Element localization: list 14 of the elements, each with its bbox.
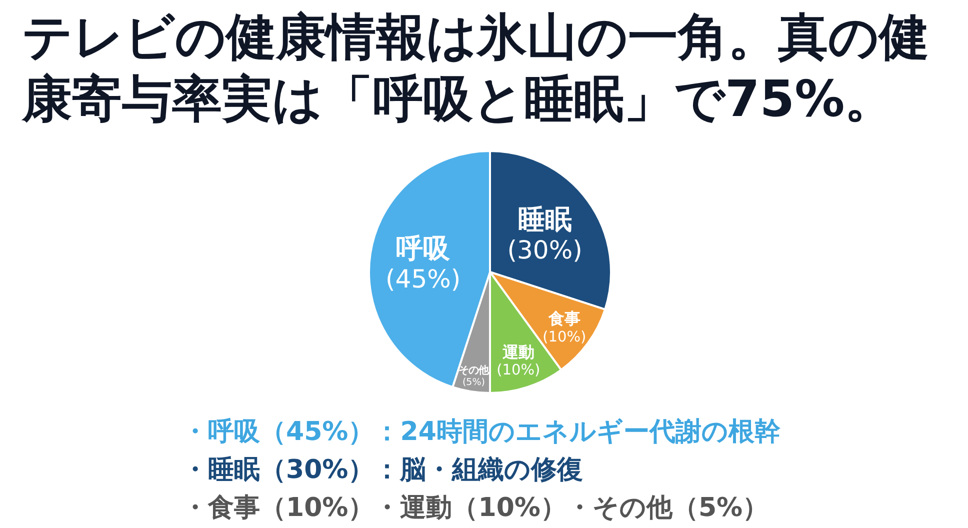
data-label: (45%) [386, 264, 461, 294]
chart-title: テレビの健康情報は氷山の一角。真の健康寄与率実は「呼吸と睡眠」で75%。 [22, 7, 930, 130]
slice-label: 運動 [501, 342, 534, 362]
slice-label: 呼吸 [396, 234, 452, 265]
text: ・呼吸（45%）：24時間のエネルギー代謝の根幹 [182, 416, 782, 449]
data-label: (10%) [542, 329, 586, 346]
slice-label: その他 [458, 364, 490, 376]
text: ・睡眠（30%）：脳・組織の修復 [182, 454, 584, 487]
data-label: (30%) [507, 235, 582, 264]
data-label: (10%) [496, 362, 540, 379]
slice-label: 睡眠 [518, 204, 572, 236]
slice-label: 食事 [547, 308, 580, 328]
data-label: (5%) [462, 376, 485, 388]
text: ・食事（10%）・運動（10%）・その他（5%） [182, 492, 770, 525]
